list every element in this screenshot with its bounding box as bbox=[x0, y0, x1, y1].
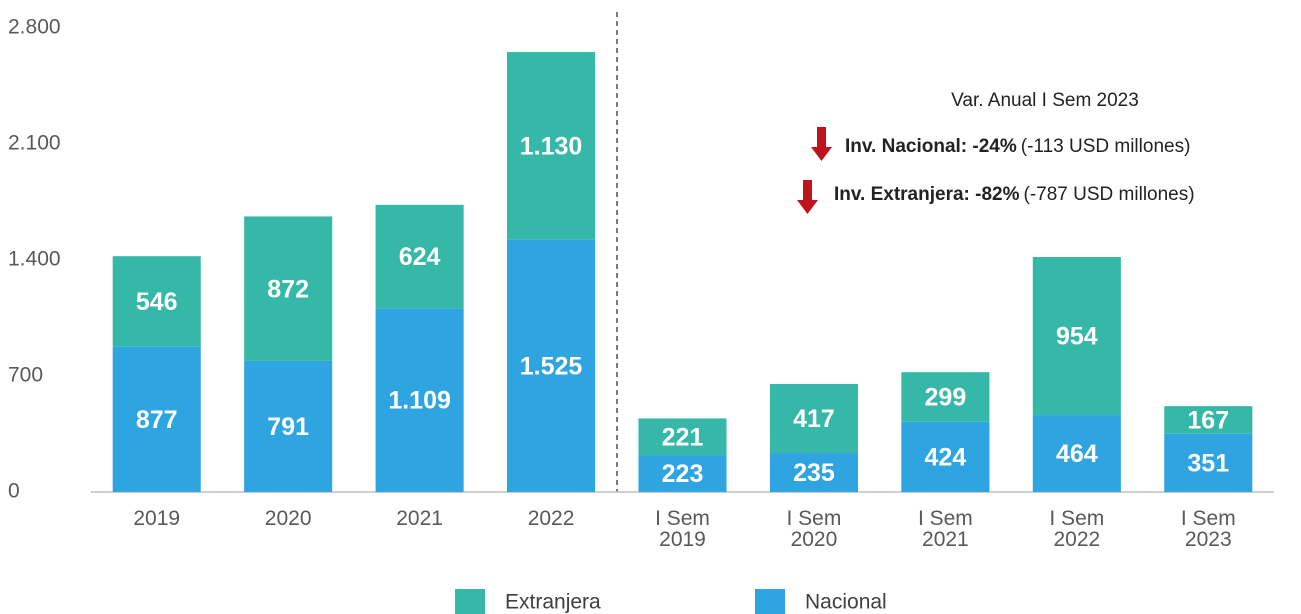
y-tick-label: 2.800 bbox=[8, 16, 61, 39]
value-label: 954 bbox=[1056, 323, 1098, 351]
y-tick-label: 2.100 bbox=[8, 132, 61, 155]
bar-segment bbox=[112, 256, 201, 347]
bar-segment bbox=[901, 421, 990, 492]
value-label: 424 bbox=[925, 443, 967, 471]
annotation-detail: (-113 USD millones) bbox=[1021, 136, 1191, 157]
bar-segment bbox=[1032, 257, 1121, 416]
annotation: Inv. Extranjera: -82% (-787 USD millones) bbox=[834, 184, 1195, 205]
value-label: 464 bbox=[1056, 440, 1098, 468]
y-tick-label: 700 bbox=[8, 364, 43, 387]
value-label: 624 bbox=[399, 243, 441, 271]
x-tick-label: I Sem 2021 bbox=[918, 507, 973, 551]
legend-label: Nacional bbox=[805, 591, 887, 614]
bar-segment bbox=[375, 204, 464, 309]
value-label: 235 bbox=[793, 459, 835, 487]
bar-segment bbox=[769, 383, 858, 454]
value-label: 221 bbox=[662, 423, 704, 451]
down-arrow bbox=[811, 127, 832, 161]
value-label: 1.109 bbox=[388, 387, 451, 415]
bar-segment bbox=[638, 418, 727, 456]
legend-label: Extranjera bbox=[505, 591, 601, 614]
bar-segment bbox=[769, 453, 858, 492]
bar-segment bbox=[1164, 433, 1253, 492]
value-label: 872 bbox=[267, 275, 309, 303]
x-tick-label: I Sem 2022 bbox=[1049, 507, 1104, 551]
bar-segment bbox=[375, 308, 464, 492]
bar-segment bbox=[1164, 406, 1253, 434]
y-tick-label: 0 bbox=[8, 480, 20, 503]
bar-segment bbox=[244, 216, 333, 361]
x-tick-label: 2019 bbox=[133, 507, 180, 530]
annotation-detail: (-787 USD millones) bbox=[1024, 184, 1195, 205]
down-arrow bbox=[797, 180, 818, 214]
value-label: 351 bbox=[1187, 450, 1229, 478]
annotation: Inv. Nacional: -24% (-113 USD millones) bbox=[845, 136, 1190, 157]
value-label: 167 bbox=[1187, 407, 1229, 435]
bar-segment bbox=[112, 346, 201, 492]
x-tick-label: 2022 bbox=[528, 507, 575, 530]
bar-segment bbox=[507, 52, 596, 240]
value-label: 1.525 bbox=[520, 352, 583, 380]
value-label: 877 bbox=[136, 406, 178, 434]
value-label: 791 bbox=[267, 413, 309, 441]
bar-segment bbox=[244, 360, 333, 492]
annotation-title: Var. Anual I Sem 2023 bbox=[951, 90, 1139, 111]
bar-segment bbox=[507, 239, 596, 492]
bar-segment bbox=[638, 455, 727, 492]
bar-segment bbox=[1032, 415, 1121, 492]
annotation-label: Inv. Extranjera: -82% bbox=[834, 184, 1020, 205]
x-tick-label: 2021 bbox=[396, 507, 443, 530]
y-tick-label: 1.400 bbox=[8, 248, 61, 271]
x-tick-label: I Sem 2020 bbox=[787, 507, 842, 551]
annotation-label: Inv. Nacional: -24% bbox=[845, 136, 1017, 157]
value-label: 546 bbox=[136, 288, 178, 316]
x-tick-label: 2020 bbox=[265, 507, 312, 530]
value-label: 1.130 bbox=[520, 132, 583, 160]
x-tick-label: I Sem 2019 bbox=[655, 507, 710, 551]
value-label: 299 bbox=[925, 384, 967, 412]
value-label: 417 bbox=[793, 405, 835, 433]
bar-segment bbox=[901, 372, 990, 422]
x-tick-label: I Sem 2023 bbox=[1181, 507, 1236, 551]
value-label: 223 bbox=[662, 460, 704, 488]
legend-swatch bbox=[455, 589, 485, 614]
legend-swatch bbox=[755, 589, 785, 614]
